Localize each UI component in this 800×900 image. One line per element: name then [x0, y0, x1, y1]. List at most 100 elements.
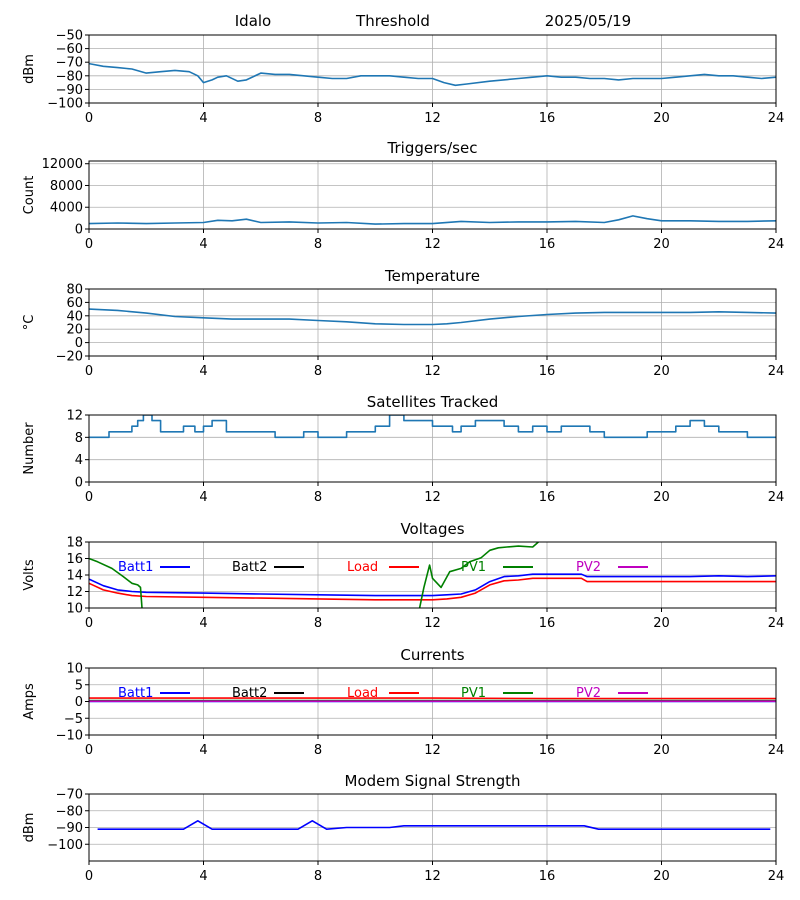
series-group — [97, 819, 771, 831]
x-tick-label: 0 — [85, 616, 93, 631]
x-tick-label: 12 — [424, 743, 441, 758]
y-tick-label: −10 — [56, 729, 83, 744]
x-tick-label: 24 — [768, 364, 785, 379]
x-tick-label: 24 — [768, 616, 785, 631]
panel-title: Currents — [400, 646, 464, 664]
x-tick-label: 20 — [653, 237, 670, 252]
y-tick-label: 8 — [75, 431, 83, 446]
y-tick-label: −100 — [47, 97, 83, 112]
chart-panel-6: 0 4 8 12 16 20 24 −100 −90 −80−70 Modem Signal Str… — [22, 772, 784, 884]
y-tick-label: 8000 — [50, 179, 83, 194]
x-tick-label: 16 — [539, 616, 556, 631]
series-group — [89, 542, 776, 608]
legend-label: PV1 — [461, 686, 486, 701]
x-tick-label: 4 — [199, 616, 207, 631]
x-tick-label: 4 — [199, 237, 207, 252]
y-tick-label: −70 — [56, 56, 83, 71]
panel-title: Voltages — [400, 520, 464, 538]
y-tick-label: −100 — [47, 838, 83, 853]
series-line-4-0 — [89, 573, 776, 597]
x-tick-label: 0 — [85, 364, 93, 379]
y-tick-label: 12 — [66, 585, 83, 600]
x-tick-label: 12 — [424, 869, 441, 884]
y-tick-label: 20 — [66, 323, 83, 338]
x-tick-label: 16 — [539, 111, 556, 126]
series-group — [89, 62, 776, 87]
series-line-3-0 — [89, 415, 776, 439]
y-tick-label: 4 — [75, 453, 83, 468]
y-axis-label: °C — [22, 315, 37, 331]
series-group — [89, 308, 776, 326]
y-tick-label: −70 — [56, 788, 83, 803]
y-tick-label: −60 — [56, 42, 83, 57]
panel-title: Triggers/sec — [387, 139, 478, 157]
legend-label: PV1 — [461, 560, 486, 575]
series-line-1-0 — [89, 215, 776, 225]
x-tick-label: 4 — [199, 869, 207, 884]
legend-label: Batt2 — [232, 560, 267, 575]
y-tick-label: 40 — [66, 309, 83, 324]
series-line-6-0 — [97, 819, 771, 831]
chart-panel-0: 0 4 8 12 16 20 24 −100−90−80−70−60−50 dBm — [22, 29, 784, 127]
chart-panel-5: 0 4 8 12 16 20 24 −10 −5 0 510 Currents Amps Batt1 Bat… — [22, 646, 784, 758]
x-tick-label: 0 — [85, 490, 93, 505]
y-axis-label: Count — [22, 176, 37, 215]
x-tick-label: 0 — [85, 743, 93, 758]
y-tick-label: 10 — [66, 662, 83, 677]
x-tick-label: 16 — [539, 869, 556, 884]
y-tick-label: 0 — [75, 336, 83, 351]
x-tick-label: 4 — [199, 364, 207, 379]
x-tick-label: 12 — [424, 616, 441, 631]
x-tick-label: 20 — [653, 743, 670, 758]
legend-label: Batt2 — [232, 686, 267, 701]
x-tick-label: 16 — [539, 743, 556, 758]
y-axis-label: Volts — [22, 559, 37, 591]
x-tick-label: 20 — [653, 364, 670, 379]
y-tick-label: 0 — [75, 476, 83, 491]
x-tick-label: 24 — [768, 237, 785, 252]
x-tick-label: 20 — [653, 111, 670, 126]
y-tick-label: −20 — [56, 350, 83, 365]
x-tick-label: 20 — [653, 616, 670, 631]
y-tick-label: −5 — [64, 712, 83, 727]
series-line-4-2 — [89, 557, 143, 608]
legend-label: Batt1 — [118, 560, 153, 575]
y-tick-label: −90 — [56, 83, 83, 98]
series-line-4-1 — [89, 577, 776, 601]
y-tick-label: 60 — [66, 296, 83, 311]
legend-label: Load — [347, 560, 378, 575]
y-tick-label: −90 — [56, 821, 83, 836]
panel-title: Satellites Tracked — [367, 393, 498, 411]
y-tick-label: 12000 — [42, 157, 83, 172]
y-tick-label: −80 — [56, 69, 83, 84]
x-tick-label: 24 — [768, 490, 785, 505]
y-tick-label: −50 — [56, 29, 83, 44]
x-tick-label: 12 — [424, 364, 441, 379]
x-tick-label: 8 — [314, 237, 322, 252]
series-line-0-0 — [89, 62, 776, 87]
x-tick-label: 8 — [314, 111, 322, 126]
x-tick-label: 24 — [768, 743, 785, 758]
x-tick-label: 8 — [314, 364, 322, 379]
y-axis-label: Number — [22, 422, 37, 475]
legend-label: Load — [347, 686, 378, 701]
y-tick-label: 5 — [75, 678, 83, 693]
x-tick-label: 8 — [314, 743, 322, 758]
y-tick-label: 18 — [66, 536, 83, 551]
panel-title: Temperature — [384, 267, 480, 285]
y-axis-label: dBm — [22, 54, 37, 84]
legend-label: PV2 — [576, 686, 601, 701]
x-tick-label: 8 — [314, 616, 322, 631]
x-tick-label: 16 — [539, 490, 556, 505]
series-line-4-3 — [418, 542, 539, 608]
header-date: 2025/05/19 — [545, 12, 631, 30]
y-tick-label: 12 — [66, 409, 83, 424]
x-tick-label: 4 — [199, 743, 207, 758]
x-tick-label: 0 — [85, 869, 93, 884]
y-tick-label: 10 — [66, 602, 83, 617]
header-mode: Threshold — [355, 12, 430, 30]
x-tick-label: 12 — [424, 237, 441, 252]
x-tick-label: 4 — [199, 111, 207, 126]
